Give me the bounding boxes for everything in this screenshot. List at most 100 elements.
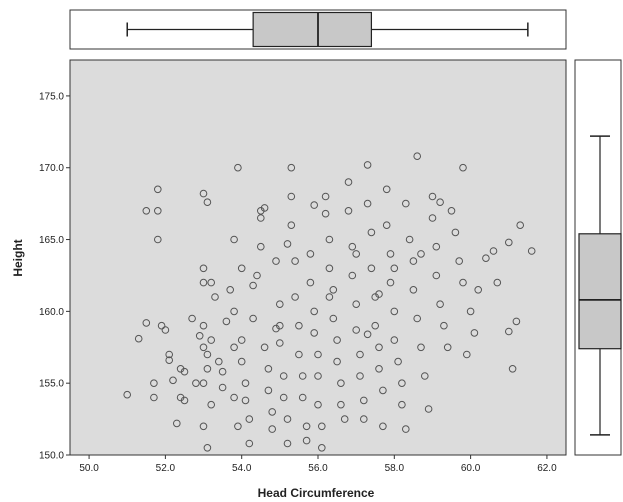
scatter-point [199, 278, 208, 287]
scatter-point [291, 257, 299, 265]
scatter-point [306, 278, 315, 287]
scatter-point [314, 372, 322, 380]
scatter-point [409, 257, 418, 265]
scatter-point [443, 343, 452, 352]
scatter-point [180, 396, 189, 405]
scatter-point [207, 400, 215, 409]
scatter-point [173, 419, 181, 428]
scatter-point [154, 235, 162, 244]
scatter-point [234, 422, 242, 431]
scatter-point [226, 286, 234, 294]
y-boxplot-panel [574, 59, 622, 456]
scatter-point [287, 192, 296, 201]
scatter-point [356, 372, 364, 380]
scatter-point [203, 365, 212, 373]
scatter-point [363, 330, 372, 339]
scatter-point [428, 214, 437, 222]
scatter-point [230, 235, 238, 244]
scatter-point [310, 307, 319, 316]
scatter-point [333, 336, 341, 344]
scatter-point [451, 228, 460, 237]
scatter-point [447, 207, 456, 215]
scatter-point [237, 357, 246, 366]
scatter-point [287, 163, 296, 172]
scatter-point [253, 271, 261, 280]
x-box [252, 11, 373, 48]
y-tick-label: 150.0 [39, 451, 64, 462]
scatter-point [268, 408, 277, 416]
scatter-point [367, 228, 376, 237]
x-tick-label: 58.0 [385, 463, 405, 474]
scatter-point [199, 343, 208, 352]
scatter-point [298, 372, 307, 380]
scatter-point [459, 163, 467, 172]
scatter-point [245, 439, 254, 448]
scatter-point [199, 264, 208, 273]
scatter-point [352, 250, 361, 258]
x-tick-label: 62.0 [537, 463, 557, 474]
scatter-point [268, 425, 277, 433]
scatter-point [459, 278, 467, 287]
y-tick-label: 155.0 [39, 379, 64, 390]
scatter-point [405, 235, 414, 244]
scatter-point [417, 250, 425, 258]
scatter-point [382, 185, 391, 194]
x-axis-ticks: 50.0 52.0 54.0 56.0 58.0 60.0 62.0 [79, 455, 557, 474]
scatter-point [432, 271, 441, 280]
scatter-point [352, 326, 361, 334]
x-boxplot-panel [69, 9, 567, 50]
scatter-point [360, 415, 368, 423]
scatter-point [257, 242, 265, 251]
y-tick-label: 175.0 [39, 91, 64, 102]
scatter-point [161, 326, 170, 334]
scatter-point [436, 198, 444, 206]
scatter-point [440, 321, 448, 330]
scatter-point [512, 317, 521, 326]
scatter-point [466, 307, 475, 316]
scatter-point [390, 336, 399, 344]
scatter-point [260, 343, 269, 352]
scatter-point [199, 379, 208, 388]
scatter-point [218, 383, 227, 392]
scatter-point [352, 300, 361, 309]
scatter-point [527, 247, 536, 255]
scatter-point [230, 393, 238, 402]
scatter-point [329, 314, 338, 323]
scatter-point [272, 257, 280, 265]
scatter-point [413, 152, 422, 160]
scatter-point [295, 321, 303, 330]
scatter-point [154, 207, 162, 215]
scatter-point [264, 365, 273, 373]
scatter-point [375, 365, 383, 373]
y-tick-label: 165.0 [39, 235, 64, 246]
scatter-point [279, 393, 288, 402]
scatter-point [199, 321, 208, 330]
scatter-point [493, 278, 502, 287]
scatter-point [302, 436, 311, 445]
scatter-point [165, 350, 173, 359]
scatter-point [470, 329, 479, 337]
scatter-point [203, 198, 212, 206]
scatter-point [192, 379, 200, 388]
scatter-point [321, 192, 330, 201]
scatter-point [340, 415, 349, 423]
scatter-point [379, 422, 387, 431]
scatter-point [325, 235, 334, 244]
scatter-point [154, 185, 162, 194]
scatter-point [363, 199, 372, 208]
scatter-point [356, 350, 364, 359]
scatter-point [474, 286, 483, 294]
scatter-point [279, 372, 288, 380]
scatter-point [337, 379, 345, 388]
scatter-point [257, 207, 265, 215]
scatter-point [402, 425, 410, 433]
scatter-point [386, 278, 395, 287]
scatter-point [386, 250, 395, 258]
scatter-point [245, 415, 254, 423]
scatter-point [188, 314, 196, 323]
scatter-point [310, 329, 319, 337]
scatter-point [302, 422, 311, 431]
scatter-point [348, 271, 357, 280]
x-tick-label: 56.0 [308, 463, 328, 474]
scatter-point [176, 365, 185, 373]
